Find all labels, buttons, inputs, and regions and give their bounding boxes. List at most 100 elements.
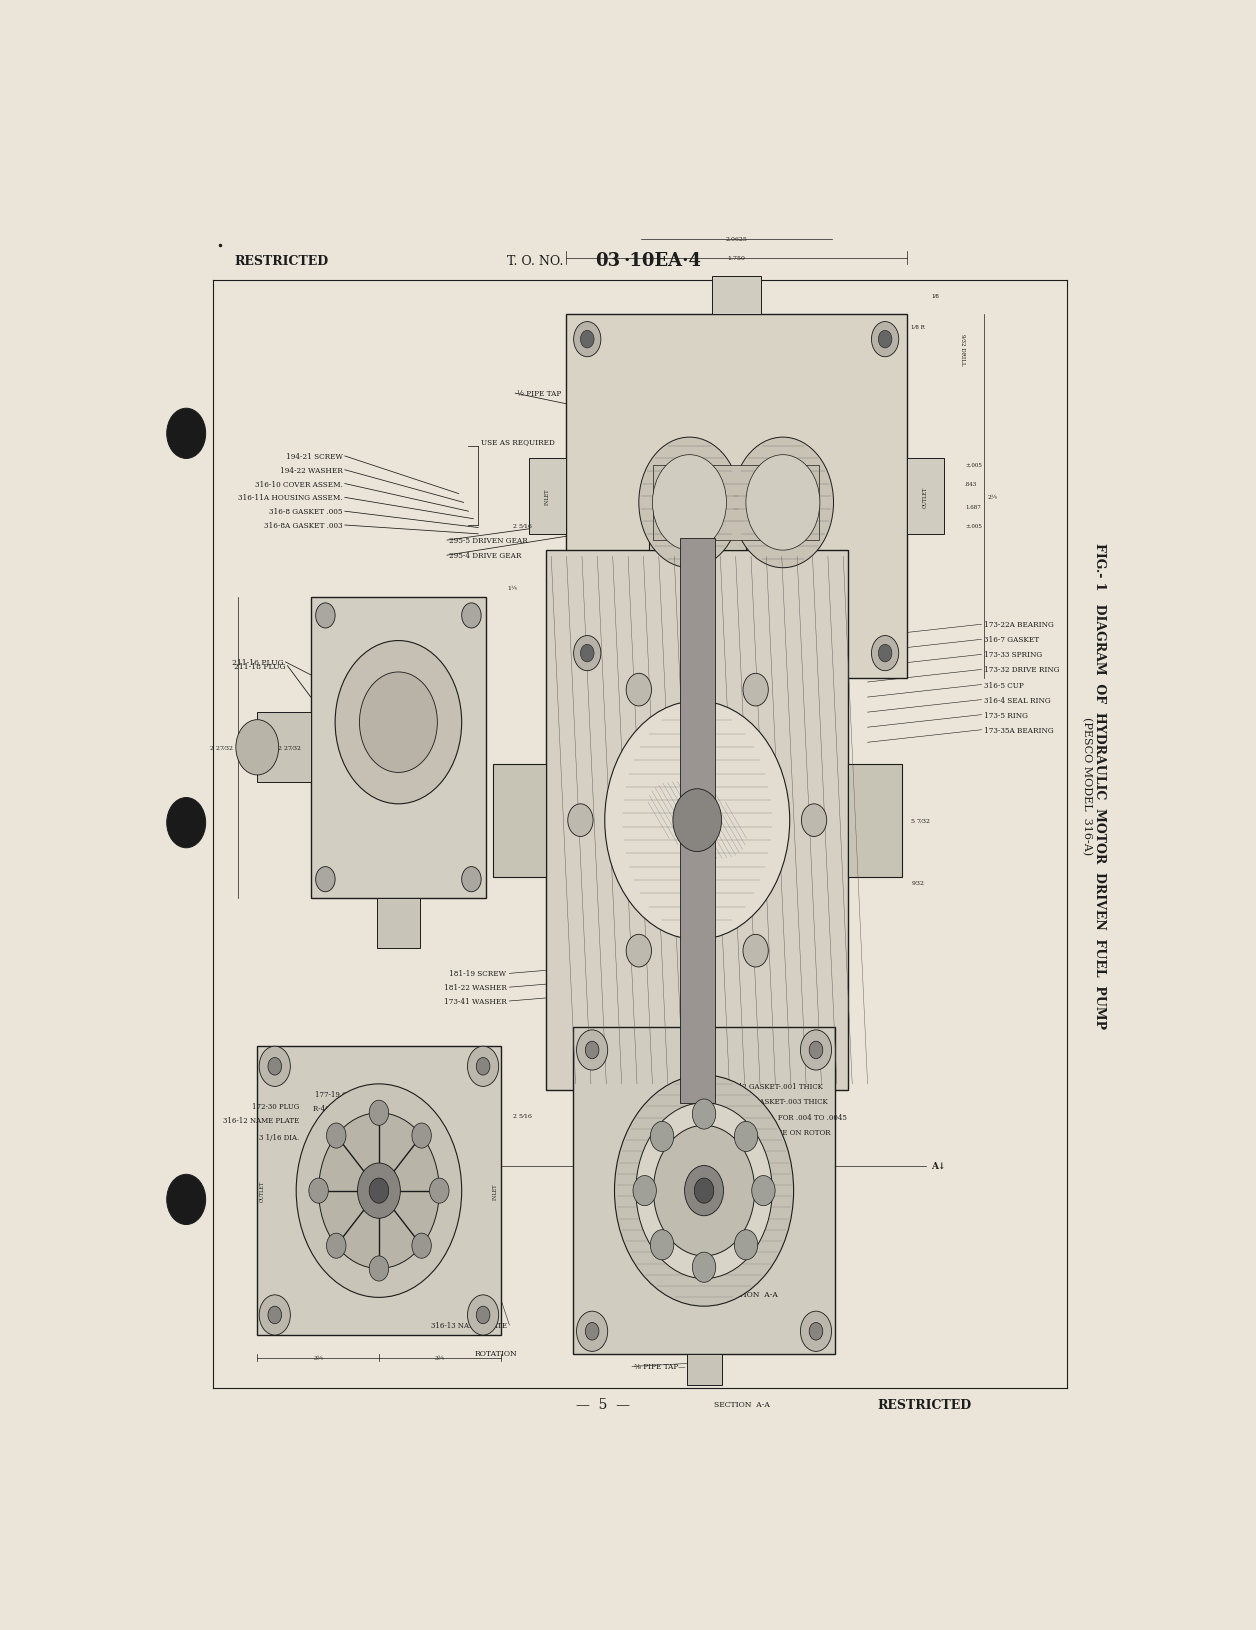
Circle shape (809, 1042, 823, 1060)
Text: ROTATION: ROTATION (475, 1348, 517, 1356)
Circle shape (673, 789, 722, 852)
Circle shape (167, 799, 206, 848)
Circle shape (692, 1099, 716, 1130)
Bar (565, 315, 907, 678)
Circle shape (236, 720, 279, 776)
Text: 9⁄32: 9⁄32 (912, 880, 924, 885)
Text: 194-22 WASHER: 194-22 WASHER (329, 1131, 388, 1139)
Text: 181-19 SCREW: 181-19 SCREW (450, 970, 506, 978)
Text: (PESCO MODEL  316-A): (PESCO MODEL 316-A) (1081, 717, 1091, 854)
Text: 1¼: 1¼ (507, 585, 517, 592)
Circle shape (809, 1322, 823, 1340)
Circle shape (335, 641, 462, 804)
Text: 03: 03 (595, 253, 620, 271)
Circle shape (764, 478, 803, 528)
Circle shape (653, 1126, 755, 1257)
Circle shape (259, 1296, 290, 1335)
Bar (907, 460, 943, 535)
Circle shape (614, 1076, 794, 1306)
Circle shape (651, 1231, 673, 1260)
Bar (648, 494, 746, 551)
Text: 1⁄8: 1⁄8 (931, 293, 938, 298)
Text: 211-16 PLUG: 211-16 PLUG (232, 659, 284, 667)
Circle shape (358, 1164, 401, 1219)
Text: 316-5 CUP: 316-5 CUP (985, 681, 1024, 689)
Bar (257, 712, 310, 782)
Text: A↓: A↓ (450, 1161, 463, 1170)
Text: 3¼: 3¼ (435, 1355, 445, 1361)
Circle shape (878, 645, 892, 662)
Text: 316-1A BODY: 316-1A BODY (340, 1185, 388, 1193)
Circle shape (744, 673, 769, 706)
Circle shape (636, 1104, 772, 1280)
Circle shape (585, 1042, 599, 1060)
Text: USE AS REQUIRED: USE AS REQUIRED (481, 437, 555, 445)
Text: 2 5⁄16: 2 5⁄16 (512, 1113, 531, 1118)
Text: INLET: INLET (545, 489, 550, 505)
Circle shape (296, 1084, 462, 1297)
Text: 316-9 ROTOR: 316-9 ROTOR (339, 1144, 388, 1152)
Circle shape (309, 1178, 328, 1203)
Bar (310, 597, 486, 898)
Circle shape (735, 1231, 757, 1260)
Circle shape (327, 1123, 345, 1149)
Text: INLET: INLET (492, 1183, 497, 1200)
Circle shape (369, 1178, 388, 1203)
Text: 316-12 NAME PLATE: 316-12 NAME PLATE (224, 1117, 299, 1125)
Circle shape (639, 438, 740, 569)
Bar (679, 538, 715, 1104)
Text: 173-42 GASKET-.001 THICK: 173-42 GASKET-.001 THICK (721, 1082, 823, 1090)
Text: 272-29 SCREW: 272-29 SCREW (334, 1118, 388, 1126)
Text: R-400-15 LOCKWIRE: R-400-15 LOCKWIRE (313, 1104, 388, 1112)
Text: OUTLET: OUTLET (260, 1180, 265, 1201)
Circle shape (412, 1123, 431, 1149)
Circle shape (872, 636, 899, 672)
Bar (848, 764, 902, 877)
Text: 2¼: 2¼ (987, 494, 997, 499)
Text: ·10EA·4: ·10EA·4 (623, 253, 701, 271)
Circle shape (605, 701, 790, 941)
Text: OUTLET: OUTLET (922, 486, 927, 507)
Circle shape (430, 1178, 450, 1203)
Text: 173-41 WASHER: 173-41 WASHER (443, 998, 506, 1006)
Circle shape (652, 455, 726, 551)
Bar (687, 1355, 722, 1386)
Text: USE AS REQD. FOR .004 TO .0045: USE AS REQD. FOR .004 TO .0045 (721, 1113, 847, 1121)
Circle shape (462, 603, 481, 629)
Text: ±.005: ±.005 (965, 463, 982, 468)
Text: 295-4 DRIVE GEAR: 295-4 DRIVE GEAR (450, 553, 521, 559)
Circle shape (577, 1030, 608, 1071)
Text: FIG.- 1   DIAGRAM  OF  HYDRAULIC  MOTOR  DRIVEN  FUEL  PUMP: FIG.- 1 DIAGRAM OF HYDRAULIC MOTOR DRIVE… (1093, 543, 1105, 1029)
Text: 2 5⁄16: 2 5⁄16 (512, 523, 531, 528)
Circle shape (568, 804, 593, 836)
Text: RESTRICTED: RESTRICTED (235, 254, 329, 267)
Circle shape (467, 1296, 499, 1335)
Text: 194-22 WASHER: 194-22 WASHER (280, 466, 343, 474)
Text: 295-5 DRIVEN GEAR: 295-5 DRIVEN GEAR (450, 536, 528, 544)
Circle shape (800, 1312, 831, 1351)
Text: 316-7 GASKET: 316-7 GASKET (985, 636, 1040, 644)
Circle shape (462, 867, 481, 892)
Text: 173-35A BEARING: 173-35A BEARING (985, 727, 1054, 734)
Text: 1.750: 1.750 (727, 256, 745, 261)
Text: 3¼: 3¼ (313, 1355, 323, 1361)
Bar (546, 551, 848, 1090)
Circle shape (319, 1113, 440, 1268)
Text: 173-30A PIN: 173-30A PIN (343, 1211, 388, 1219)
Circle shape (315, 603, 335, 629)
Bar (573, 1029, 835, 1355)
Circle shape (369, 1100, 388, 1126)
Text: 2 27⁄32: 2 27⁄32 (278, 745, 301, 750)
Text: ±.005: ±.005 (965, 523, 982, 528)
Circle shape (735, 1121, 757, 1152)
Circle shape (327, 1234, 345, 1258)
Circle shape (732, 438, 834, 569)
Text: —  5  —: — 5 — (575, 1397, 629, 1412)
Circle shape (685, 1165, 723, 1216)
Circle shape (627, 934, 652, 967)
Circle shape (633, 1175, 657, 1206)
Text: 3 1/16 DIA.: 3 1/16 DIA. (259, 1133, 299, 1141)
Text: 316-10 COVER ASSEM.: 316-10 COVER ASSEM. (255, 481, 343, 489)
Circle shape (695, 1178, 713, 1203)
Text: 173-8A ROLLER: 173-8A ROLLER (330, 1172, 388, 1180)
